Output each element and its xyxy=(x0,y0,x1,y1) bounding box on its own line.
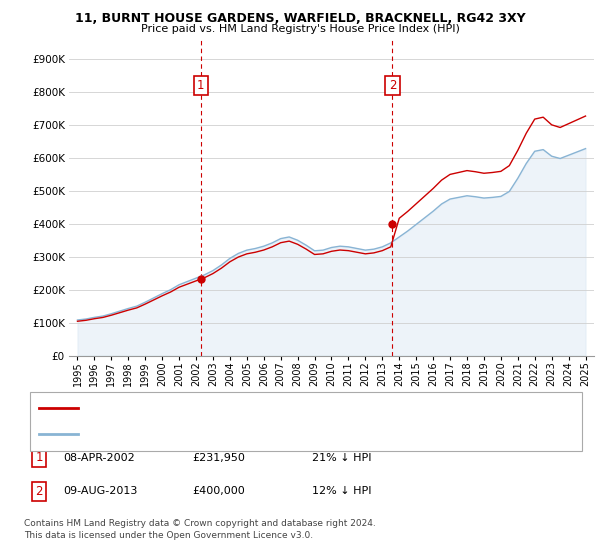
Text: This data is licensed under the Open Government Licence v3.0.: This data is licensed under the Open Gov… xyxy=(24,531,313,540)
Text: Price paid vs. HM Land Registry's House Price Index (HPI): Price paid vs. HM Land Registry's House … xyxy=(140,24,460,34)
Text: 1: 1 xyxy=(35,451,43,464)
Text: 2: 2 xyxy=(389,79,396,92)
Text: HPI: Average price, detached house, Bracknell Forest: HPI: Average price, detached house, Brac… xyxy=(84,430,361,440)
Text: 11, BURNT HOUSE GARDENS, WARFIELD, BRACKNELL, RG42 3XY: 11, BURNT HOUSE GARDENS, WARFIELD, BRACK… xyxy=(74,12,526,25)
Text: 09-AUG-2013: 09-AUG-2013 xyxy=(63,486,137,496)
Text: £400,000: £400,000 xyxy=(192,486,245,496)
Text: Contains HM Land Registry data © Crown copyright and database right 2024.: Contains HM Land Registry data © Crown c… xyxy=(24,519,376,528)
Text: 2: 2 xyxy=(35,484,43,498)
Text: 21% ↓ HPI: 21% ↓ HPI xyxy=(312,452,371,463)
Text: 08-APR-2002: 08-APR-2002 xyxy=(63,452,135,463)
Text: 11, BURNT HOUSE GARDENS, WARFIELD, BRACKNELL, RG42 3XY (detached house): 11, BURNT HOUSE GARDENS, WARFIELD, BRACK… xyxy=(84,403,514,413)
Text: 12% ↓ HPI: 12% ↓ HPI xyxy=(312,486,371,496)
Text: £231,950: £231,950 xyxy=(192,452,245,463)
Text: 1: 1 xyxy=(197,79,205,92)
